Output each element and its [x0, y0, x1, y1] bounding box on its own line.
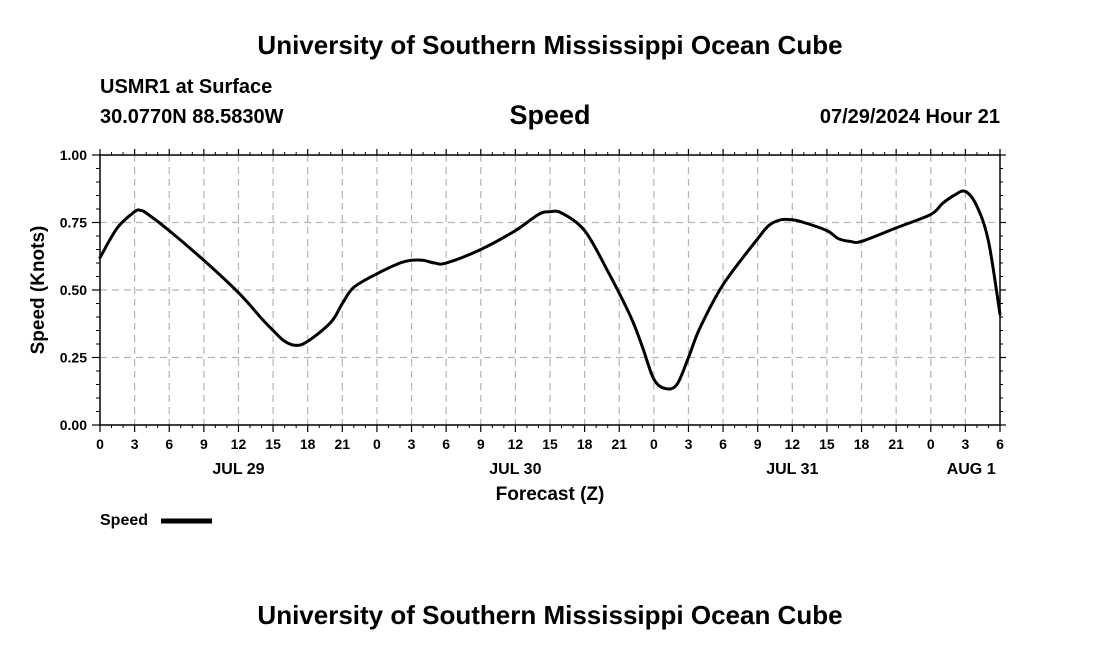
page-title: University of Southern Mississippi Ocean… [257, 30, 843, 60]
x-tick-label: 21 [611, 436, 627, 452]
x-tick-label: 15 [819, 436, 835, 452]
x-tick-label: 21 [335, 436, 351, 452]
day-label: AUG 1 [947, 461, 996, 478]
x-tick-label: 18 [577, 436, 593, 452]
series-line-speed [98, 189, 1002, 391]
tick-labels: 0 3 6 9 12 15 18 21 0 3 6 9 12 15 18 21 0 3 6 9 12 15 18 21 0 3 6 0… [60, 147, 1004, 478]
chart-title: Speed [509, 100, 591, 130]
coordinates-label: 30.0770N 88.5830W [100, 106, 284, 128]
plot-frame [99, 154, 1001, 426]
y-tick-label: 0.75 [60, 215, 87, 231]
x-tick-label: 12 [508, 436, 524, 452]
grid [100, 155, 1000, 425]
x-tick-label: 6 [165, 436, 173, 452]
x-tick-label: 9 [754, 436, 762, 452]
x-tick-label: 0 [650, 436, 658, 452]
day-label: JUL 30 [489, 461, 541, 478]
x-tick-label: 6 [442, 436, 450, 452]
x-tick-label: 15 [542, 436, 558, 452]
x-tick-label: 18 [300, 436, 316, 452]
x-tick-label: 18 [854, 436, 870, 452]
x-tick-label: 6 [719, 436, 727, 452]
x-tick-label: 0 [96, 436, 104, 452]
x-tick-label: 9 [477, 436, 485, 452]
x-tick-label: 12 [785, 436, 801, 452]
timestamp-label: 07/29/2024 Hour 21 [819, 106, 1000, 128]
day-label: JUL 29 [212, 461, 264, 478]
x-tick-label: 21 [888, 436, 904, 452]
footer-title: University of Southern Mississippi Ocean… [257, 600, 843, 630]
x-tick-label: 12 [231, 436, 247, 452]
x-tick-label: 0 [927, 436, 935, 452]
y-tick-label: 0.00 [60, 417, 87, 433]
x-tick-label: 9 [200, 436, 208, 452]
legend-label: Speed [100, 512, 148, 529]
x-tick-label: 3 [685, 436, 693, 452]
x-tick-label: 15 [265, 436, 281, 452]
y-tick-label: 0.50 [60, 282, 87, 298]
x-tick-label: 6 [996, 436, 1004, 452]
x-tick-label: 3 [131, 436, 139, 452]
x-tick-label: 3 [961, 436, 969, 452]
station-label: USMR1 at Surface [100, 76, 273, 98]
y-tick-label: 0.25 [60, 350, 87, 366]
x-tick-label: 3 [408, 436, 416, 452]
x-tick-label: 0 [373, 436, 381, 452]
y-axis-title: Speed (Knots) [28, 226, 49, 355]
day-label: JUL 31 [766, 461, 818, 478]
x-axis-title: Forecast (Z) [496, 484, 605, 505]
y-tick-label: 1.00 [60, 147, 87, 163]
